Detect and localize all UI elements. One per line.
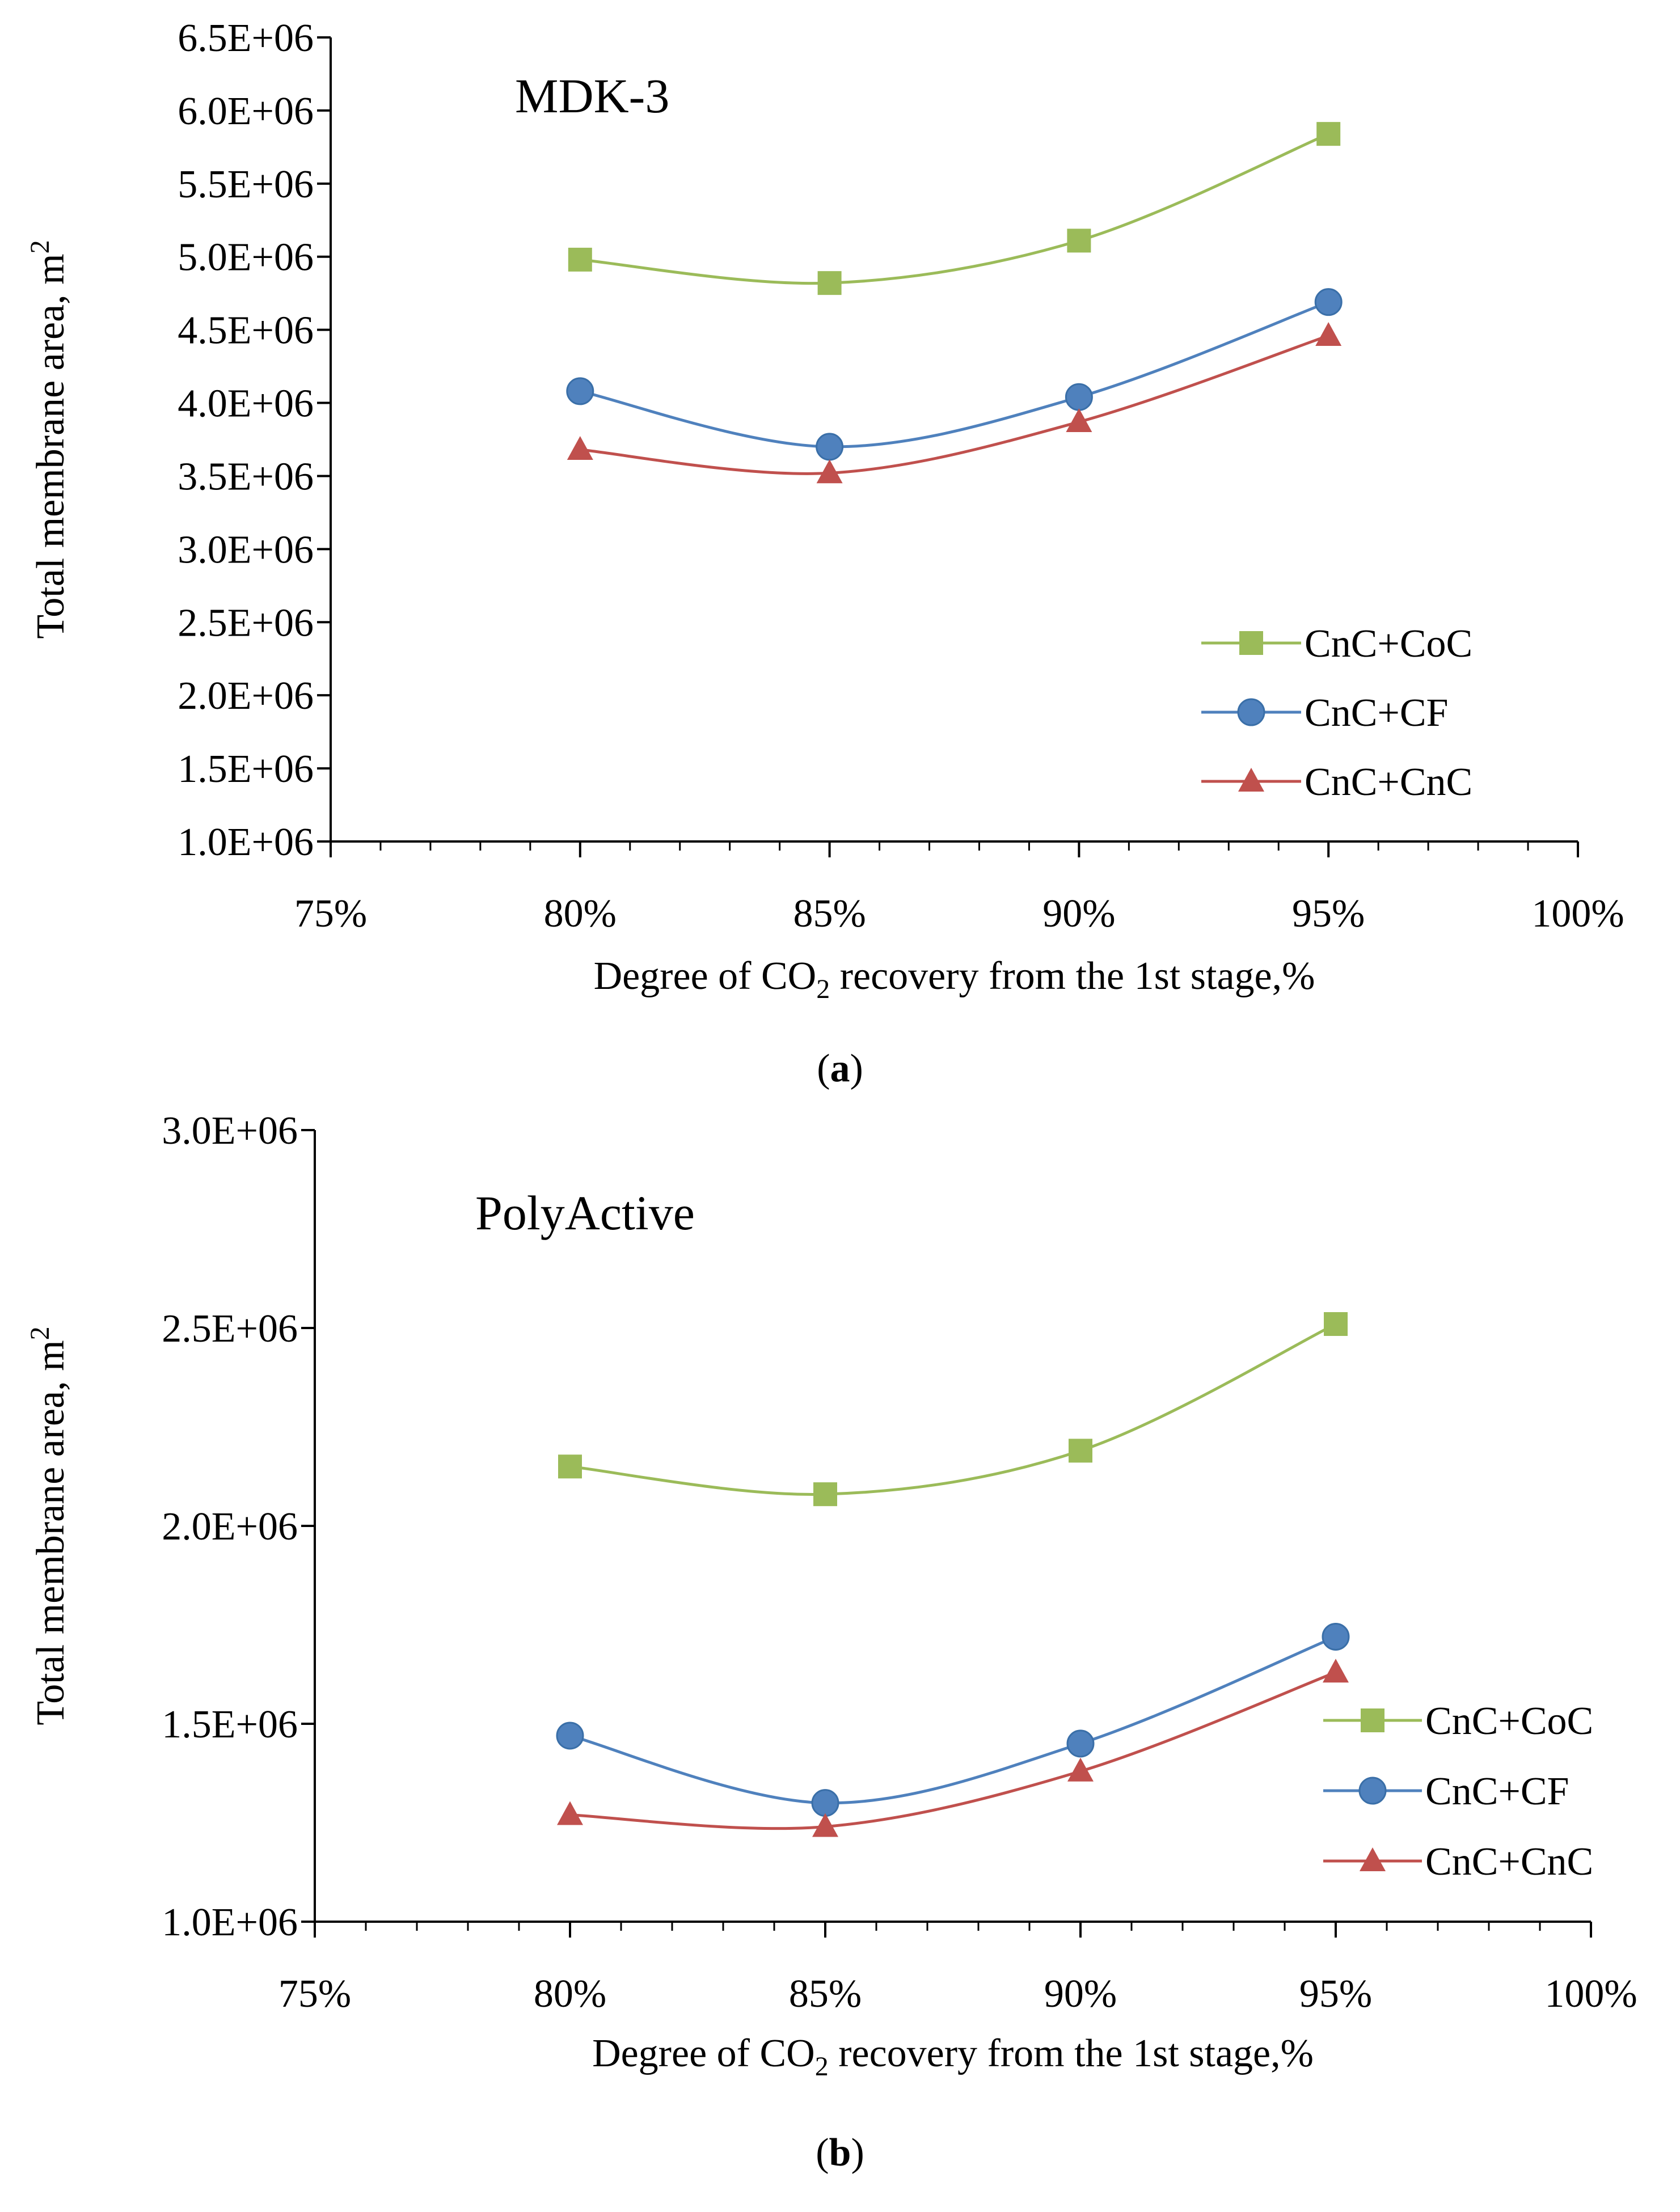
- series-line-cnc-coc: [569, 1322, 1337, 1496]
- series-line-cnc-cnc: [569, 1670, 1336, 1830]
- legend-marker: [1358, 1777, 1387, 1805]
- y-axis-title-superscript: 2: [25, 1326, 55, 1340]
- y-tick-label: 1.5E+06: [178, 747, 314, 791]
- y-tick-label: 6.0E+06: [178, 90, 314, 133]
- y-tick-label: 2.0E+06: [178, 674, 314, 718]
- x-axis-title-text: recovery from the 1st stage,%: [830, 954, 1315, 998]
- data-point: [1069, 1439, 1092, 1463]
- data-point: [1314, 288, 1343, 316]
- caption-paren: (: [816, 2131, 829, 2175]
- x-tick-label: 80%: [544, 892, 617, 936]
- y-tick-label: 4.5E+06: [178, 309, 314, 353]
- data-point: [1066, 1729, 1095, 1758]
- series-line-cnc-cf: [580, 301, 1329, 449]
- panel-caption: (b): [816, 2131, 864, 2175]
- caption-letter: b: [829, 2131, 851, 2175]
- data-point: [1323, 1659, 1349, 1683]
- series-line-cnc-cnc: [580, 334, 1329, 475]
- data-point: [1066, 408, 1092, 433]
- x-tick-label: 85%: [789, 1972, 862, 2016]
- data-point: [816, 433, 844, 461]
- data-point: [817, 271, 842, 295]
- x-tick-label: 95%: [1292, 892, 1365, 936]
- legend-label: CnC+CoC: [1425, 1699, 1593, 1743]
- x-tick-label: 75%: [278, 1972, 351, 2016]
- x-tick-label: 100%: [1544, 1972, 1637, 2016]
- data-point: [1067, 1757, 1094, 1782]
- x-tick-label: 90%: [1044, 1972, 1117, 2016]
- data-point: [816, 459, 843, 484]
- x-axis-title: Degree of CO2 recovery from the 1st stag…: [594, 954, 1315, 1004]
- data-point: [811, 1789, 839, 1817]
- x-axis-title-subscript: 2: [816, 974, 830, 1004]
- legend-marker: [1361, 1708, 1384, 1732]
- data-point: [557, 1801, 583, 1825]
- y-tick-label: 2.0E+06: [162, 1505, 298, 1549]
- data-point: [1324, 1312, 1348, 1336]
- y-axis-title-superscript: 2: [25, 240, 55, 253]
- y-tick-label: 5.0E+06: [178, 236, 314, 280]
- legend-label: CnC+CoC: [1305, 622, 1472, 666]
- y-tick-label: 3.0E+06: [178, 528, 314, 572]
- y-axis-title-text: Total membrane area, m: [29, 1340, 73, 1725]
- y-tick-label: 2.5E+06: [162, 1307, 298, 1351]
- y-tick-label: 6.5E+06: [178, 16, 314, 60]
- y-tick-label: 3.0E+06: [162, 1109, 298, 1153]
- panel-caption: (a): [817, 1047, 863, 1090]
- y-axis-title-text: Total membrane area, m: [29, 253, 73, 638]
- y-tick-label: 1.0E+06: [178, 820, 314, 864]
- x-tick-label: 100%: [1531, 892, 1624, 936]
- data-point: [566, 377, 594, 405]
- x-tick-label: 80%: [534, 1972, 606, 2016]
- x-tick-label: 90%: [1042, 892, 1115, 936]
- data-point: [1322, 1622, 1350, 1651]
- x-tick-label: 75%: [294, 892, 367, 936]
- x-axis-title-text: recovery from the 1st stage,%: [829, 2032, 1314, 2075]
- y-axis-title: Total membrane area, m2: [25, 240, 73, 638]
- chart-title: PolyActive: [475, 1186, 695, 1240]
- chart-panel-b: 1.0E+06 1.5E+06 2.0E+06 2.5E+06 3.0E+06 75% 80…: [25, 1109, 1637, 2175]
- legend-label: CnC+CF: [1425, 1770, 1569, 1813]
- caption-letter: a: [830, 1047, 850, 1090]
- x-axis-title: Degree of CO2 recovery from the 1st stag…: [592, 2032, 1314, 2082]
- data-point: [1315, 322, 1342, 346]
- legend-marker: [1237, 698, 1265, 726]
- data-point: [556, 1722, 584, 1750]
- legend-marker: [1360, 1847, 1386, 1871]
- x-axis-title-subscript: 2: [815, 2052, 829, 2082]
- data-point: [1067, 229, 1091, 253]
- chart-panel-a: 1.0E+06 1.5E+06 2.0E+06 2.5E+06 3.0E+06 3.5E+…: [25, 16, 1624, 1090]
- x-tick-label: 95%: [1299, 1972, 1372, 2016]
- y-tick-label: 1.5E+06: [162, 1703, 298, 1746]
- legend-label: CnC+CnC: [1425, 1840, 1593, 1884]
- data-point: [1065, 383, 1093, 411]
- caption-paren: ): [851, 2131, 864, 2175]
- y-tick-label: 4.0E+06: [178, 382, 314, 426]
- data-point: [813, 1482, 837, 1507]
- x-tick-label: 85%: [793, 892, 866, 936]
- data-point: [567, 436, 593, 460]
- data-point: [1316, 122, 1341, 146]
- x-axis-title-text: Degree of CO: [594, 954, 817, 998]
- chart-title: MDK-3: [515, 69, 669, 123]
- y-tick-label: 3.5E+06: [178, 455, 314, 498]
- data-point: [568, 247, 592, 272]
- caption-paren: ): [850, 1047, 863, 1090]
- y-axis-title: Total membrane area, m2: [25, 1326, 73, 1725]
- y-tick-label: 2.5E+06: [178, 601, 314, 645]
- legend-label: CnC+CF: [1305, 691, 1448, 735]
- data-point: [812, 1813, 838, 1837]
- legend-label: CnC+CnC: [1305, 760, 1472, 804]
- y-tick-label: 5.5E+06: [178, 163, 314, 206]
- series-line-cnc-cf: [569, 1635, 1336, 1805]
- y-tick-label: 1.0E+06: [162, 1901, 298, 1944]
- caption-paren: (: [817, 1047, 830, 1090]
- series-line-cnc-coc: [580, 132, 1329, 285]
- legend-marker: [1238, 768, 1264, 792]
- data-point: [558, 1454, 582, 1479]
- legend-marker: [1239, 631, 1263, 655]
- x-axis-title-text: Degree of CO: [592, 2032, 815, 2075]
